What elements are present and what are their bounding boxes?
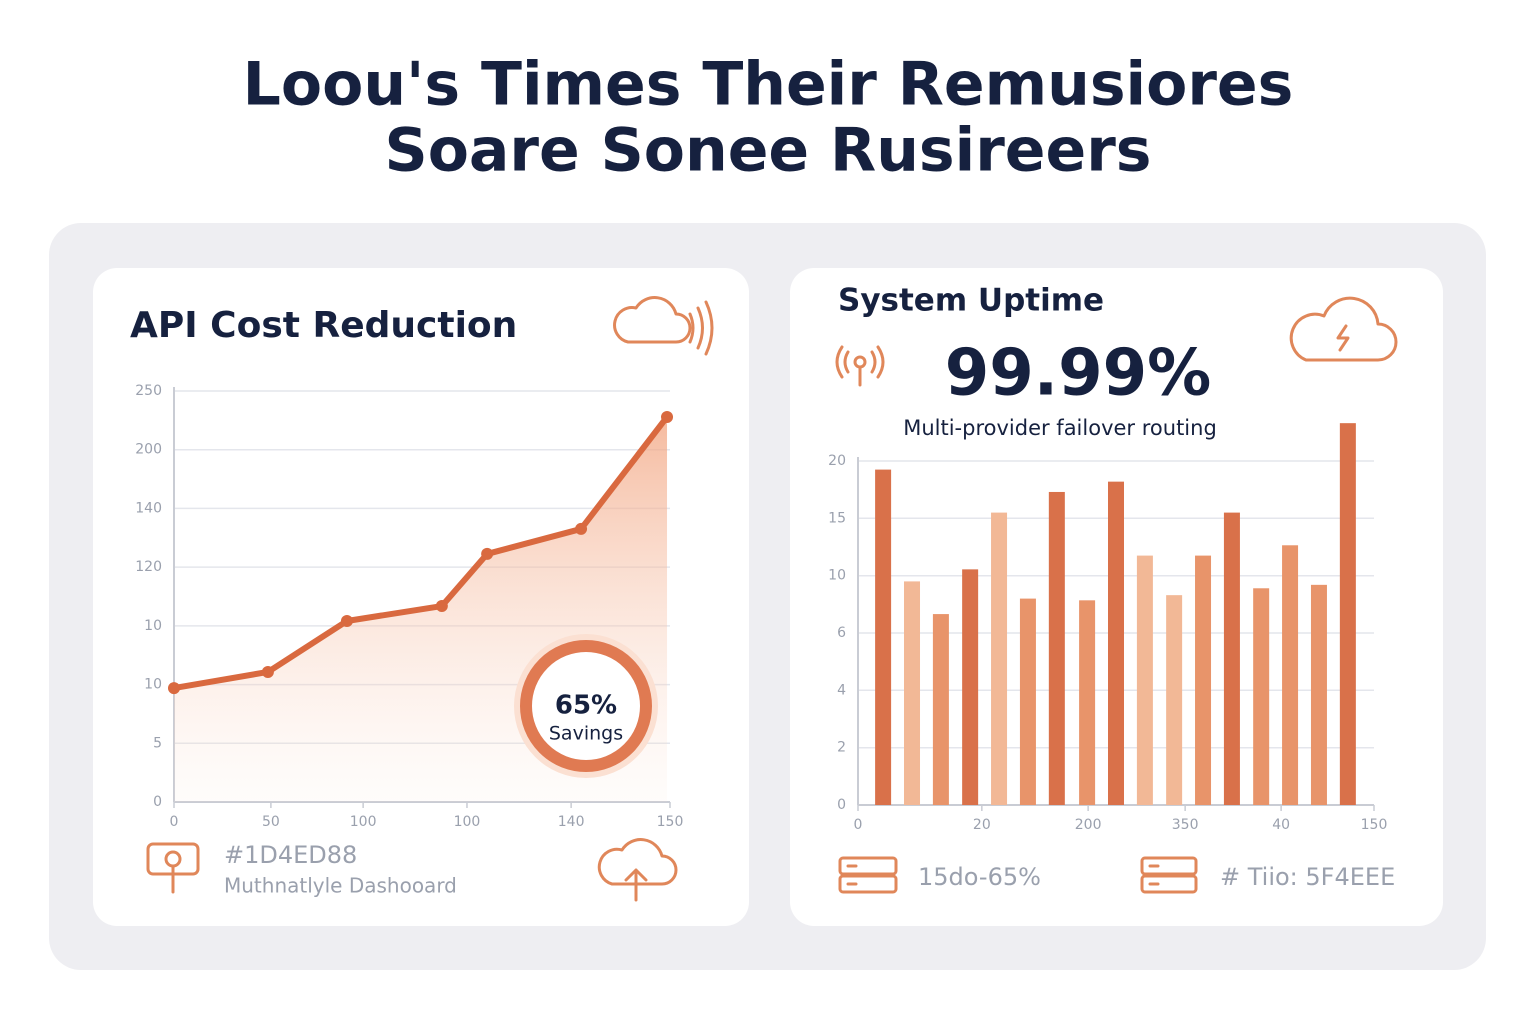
x-tick-label: 100 [454,814,481,830]
bar [1195,555,1212,805]
cloud-icon [613,296,714,356]
x-tick-label: 350 [1172,817,1199,833]
server-icon [838,856,898,894]
footer-text: Muthnatlyle Dashooard [224,874,457,898]
point [261,665,274,678]
footer-text: 15do-65% [918,863,1041,891]
y-tick-label: 15 [828,510,846,526]
antenna-icon [835,345,885,387]
bar [875,469,892,805]
badge-value: 65% [555,691,617,721]
cloud-icon [1289,296,1398,362]
x-tick-label: 0 [854,817,863,833]
y-tick-label: 10 [144,618,162,634]
savings-badge: 65% Savings [514,634,658,778]
bar [991,512,1008,805]
x-tick-label: 50 [262,814,280,830]
y-tick-label: 6 [837,625,846,641]
bar [1108,481,1124,805]
y-tick-label: 20 [828,453,846,469]
x-tick-label: 200 [1075,817,1102,833]
bar [1019,598,1036,805]
bar [1223,512,1240,805]
card-title: System Uptime [838,283,1104,319]
page-title: Loou's Times Their Remusiores [243,50,1294,120]
subtitle: Multi-provider failover routing [903,416,1217,440]
bar [1048,491,1065,805]
signal-icon [146,842,200,894]
point [481,547,494,560]
bar [904,581,921,805]
x-tick-label: 0 [170,814,179,830]
point [661,410,674,423]
bar [1282,545,1299,805]
headline: 99.99% [945,337,1212,411]
bar [1310,584,1327,805]
point [575,522,588,535]
footer-text: #1D4ED88 [224,841,357,869]
x-tick-label: 140 [558,814,585,830]
y-tick-label: 250 [135,383,162,399]
y-tick-label: 0 [153,794,162,810]
bar [1166,595,1183,805]
point [435,600,448,613]
page-title: Soare Sonee Rusireers [385,116,1152,186]
card-title: API Cost Reduction [130,305,517,346]
y-tick-label: 10 [828,568,846,584]
point [168,682,180,695]
bar [932,614,949,805]
footer-text: # Tiio: 5F4EEE [1220,863,1395,891]
x-tick-label: 40 [1272,817,1290,833]
point [340,614,353,627]
bar [1253,588,1270,805]
x-tick-label: 100 [350,814,377,830]
x-tick-label: 20 [973,817,991,833]
upload-icon [597,838,678,902]
y-tick-label: 2 [837,740,846,756]
y-tick-label: 120 [135,559,162,575]
server-icon [1140,856,1198,894]
badge-label: Savings [549,723,623,745]
x-tick-label: 150 [657,814,684,830]
y-tick-label: 200 [135,442,162,458]
y-tick-label: 5 [153,735,162,751]
bar [1339,423,1356,805]
bar [962,569,979,805]
y-tick-label: 140 [135,500,162,516]
bar [1079,600,1096,805]
y-tick-label: 10 [144,677,162,693]
bar [1136,555,1153,805]
y-tick-label: 0 [837,797,846,813]
y-tick-label: 4 [837,682,846,698]
x-tick-label: 150 [1361,817,1388,833]
